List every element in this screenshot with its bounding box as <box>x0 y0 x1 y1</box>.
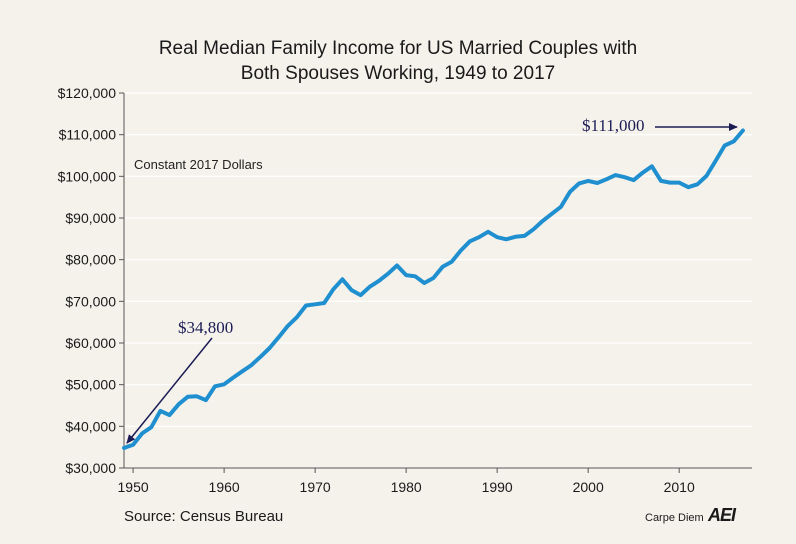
y-tick-label: $60,000 <box>65 335 116 351</box>
y-tick-label: $110,000 <box>59 127 117 143</box>
y-tick-label: $90,000 <box>65 210 116 226</box>
y-tick-label: $40,000 <box>65 418 116 434</box>
units-annotation: Constant 2017 Dollars <box>134 157 263 172</box>
callout-start-value: $34,800 <box>178 318 234 337</box>
y-tick-label: $100,000 <box>58 168 117 184</box>
callout-start-arrow <box>126 337 213 444</box>
series-line <box>122 128 745 450</box>
y-tick-label: $30,000 <box>65 460 116 476</box>
brand-label: Carpe Diem <box>645 512 704 524</box>
source-note: Source: Census Bureau <box>124 508 284 525</box>
x-tick-label: 2010 <box>664 479 695 495</box>
x-tick-label: 1980 <box>391 479 422 495</box>
y-tick-label: $80,000 <box>65 252 116 268</box>
y-tick-label: $70,000 <box>65 293 116 309</box>
chart-title-line-1: Real Median Family Income for US Married… <box>158 38 638 59</box>
x-tick-label: 2000 <box>573 479 604 495</box>
x-tick-label: 1970 <box>300 479 331 495</box>
x-tick-label: 1950 <box>118 479 149 495</box>
chart-title-line-2: Both Spouses Working, 1949 to 2017 <box>240 63 556 84</box>
x-tick-label: 1990 <box>482 479 513 495</box>
aei-logo: AEI <box>708 505 736 525</box>
y-tick-label: $50,000 <box>65 377 116 393</box>
callout-end-value: $111,000 <box>582 116 645 135</box>
x-tick-label: 1960 <box>209 479 240 495</box>
y-tick-label: $120,000 <box>58 85 117 101</box>
